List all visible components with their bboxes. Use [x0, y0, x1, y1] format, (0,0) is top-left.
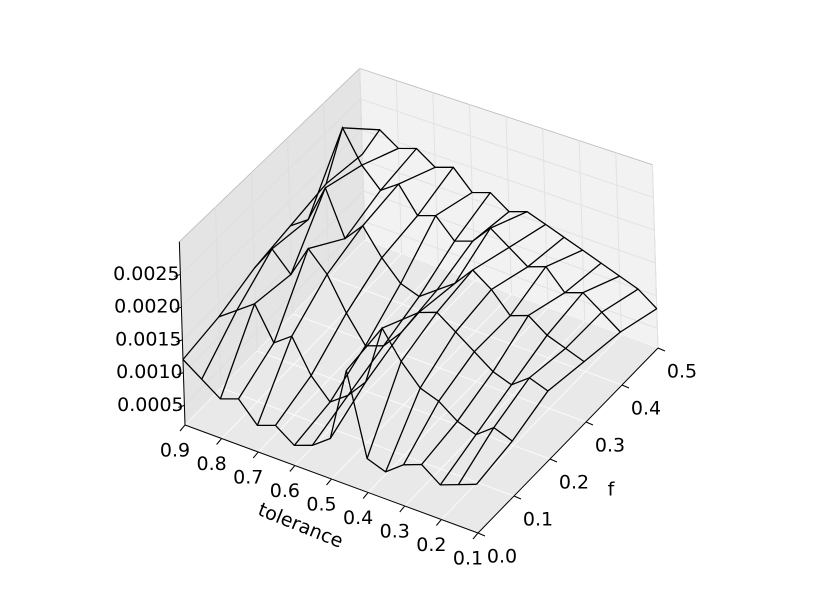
y-tick-label: 0.5: [667, 361, 697, 383]
x-tick-label: 0.6: [270, 480, 300, 502]
x-tick: [435, 519, 442, 526]
grid-line: [292, 313, 587, 423]
wire-column: [293, 191, 473, 446]
grid-line: [220, 387, 515, 497]
y-tick: [477, 532, 486, 537]
wire-column: [439, 275, 620, 486]
wire-column: [329, 211, 510, 439]
z-tick-label: 0.0015: [115, 328, 181, 350]
z-tick: [175, 306, 182, 310]
z-axis-line: [178, 241, 186, 426]
grid-line: [221, 253, 402, 439]
wire-column: [402, 249, 583, 466]
x-tick: [179, 424, 186, 432]
wire-column: [182, 153, 363, 360]
wire-column: [384, 236, 565, 473]
grid-line: [183, 190, 364, 373]
x-axis-line: [184, 424, 479, 534]
y-axis-label: f: [608, 479, 616, 501]
y-tick: [549, 458, 558, 463]
y-tick: [657, 347, 666, 352]
x-tick-label: 0.1: [453, 548, 483, 570]
wire-column: [219, 147, 399, 400]
y-tick-label: 0.4: [631, 398, 661, 420]
grid-line: [395, 80, 403, 254]
wire-column: [237, 148, 417, 400]
grid-line: [328, 276, 623, 386]
grid-line: [432, 92, 439, 268]
z-tick: [177, 372, 184, 376]
grid-line: [256, 350, 551, 460]
grid-line: [367, 307, 549, 493]
y-tick-label: 0.1: [523, 509, 553, 531]
z-tick: [178, 404, 185, 408]
x-tick: [362, 492, 369, 499]
grid-line: [361, 129, 655, 231]
grid-line: [615, 152, 622, 335]
grid-line: [505, 116, 512, 295]
grid-line: [184, 239, 366, 426]
grid-line: [404, 320, 586, 507]
x-tick-label: 0.8: [197, 453, 227, 475]
grid-line: [294, 280, 476, 466]
grid-line: [251, 172, 258, 352]
y-tick: [621, 384, 630, 389]
y-axis-line: [477, 347, 659, 534]
y-tick-label: 0.2: [559, 472, 589, 494]
z-tick: [176, 339, 183, 343]
grid-line: [180, 98, 362, 275]
wire-column: [256, 166, 436, 426]
y-tick: [585, 421, 594, 426]
z-tick: [174, 273, 181, 277]
grid-line: [364, 221, 658, 329]
grid-line: [542, 128, 549, 308]
grid-line: [363, 190, 657, 297]
y-tick-label: 0.0: [487, 546, 517, 568]
x-tick-label: 0.7: [233, 467, 263, 489]
grid-line: [360, 98, 654, 198]
x-tick-label: 0.5: [306, 494, 336, 516]
grid-line: [214, 207, 222, 389]
x-tick: [252, 451, 259, 459]
grid-line: [441, 334, 622, 520]
grid-line: [651, 164, 659, 349]
z-tick-label: 0.0020: [114, 296, 180, 318]
wire-column: [457, 288, 639, 485]
grid-line: [181, 129, 362, 308]
z-tick-label: 0.0005: [117, 394, 183, 416]
x-tick: [326, 478, 332, 486]
wire-column: [345, 211, 528, 371]
x-tick-label: 0.4: [343, 507, 373, 529]
wire-column: [311, 192, 491, 446]
x-tick-label: 0.2: [416, 534, 446, 556]
grid-line: [184, 221, 365, 406]
wire-column: [274, 166, 454, 426]
wire-column: [421, 262, 602, 465]
wire-column: [475, 308, 658, 485]
z-tick-label: 0.0010: [116, 361, 182, 383]
x-tick: [472, 532, 479, 540]
x-tick-label: 0.9: [160, 440, 190, 462]
x-tick: [399, 505, 406, 513]
x-tick: [289, 465, 296, 472]
y-tick: [513, 495, 522, 500]
z-tick-label: 0.0025: [113, 263, 179, 285]
grid-line: [257, 266, 439, 453]
x-tick-label: 0.3: [380, 521, 410, 543]
wire-column: [201, 127, 380, 380]
x-tick: [216, 438, 223, 445]
y-tick-label: 0.3: [595, 435, 625, 457]
wire-column: [366, 223, 546, 459]
grid-line: [578, 140, 586, 322]
